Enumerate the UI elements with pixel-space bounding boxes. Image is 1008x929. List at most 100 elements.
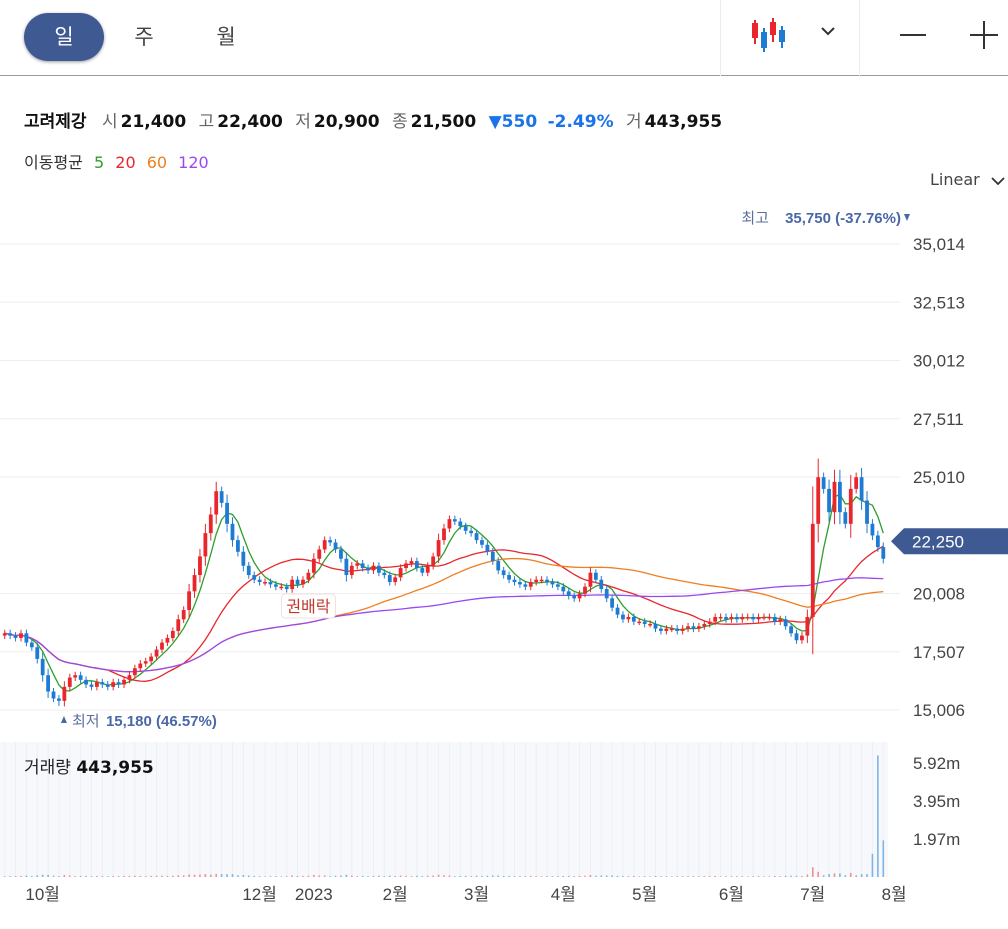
candle-body xyxy=(626,616,631,620)
volume-bar xyxy=(90,876,93,877)
candle-body xyxy=(311,558,316,573)
period-tab-week[interactable]: 주 xyxy=(134,25,154,49)
volume-bar xyxy=(877,755,879,877)
volume-bar xyxy=(882,840,885,877)
volume-bar xyxy=(649,876,651,877)
volume-bar xyxy=(20,875,22,877)
y-axis: 35,014 32,513 30,012 27,511 25,010 20,008 17,5… xyxy=(891,235,1008,849)
volume-bar xyxy=(605,875,608,877)
volume-bar xyxy=(828,874,830,877)
candle-body xyxy=(328,540,333,543)
volume-bar xyxy=(36,875,39,877)
period-tab-day[interactable]: 일 xyxy=(24,13,104,61)
y-tick-label: 32,513 xyxy=(913,293,965,312)
ma-120-label[interactable]: 120 xyxy=(178,153,209,172)
volume-bar xyxy=(698,876,700,877)
volume-tick-label: 3.95m xyxy=(913,792,960,811)
stock-name: 고려제강 xyxy=(24,112,87,132)
volume-panel-label: 거래량 443,955 xyxy=(24,753,154,778)
zoom-out-button[interactable] xyxy=(890,14,936,60)
candle-body xyxy=(870,523,875,536)
volume-bar xyxy=(844,875,847,877)
volume-bar xyxy=(611,875,613,877)
candle-body xyxy=(848,488,853,524)
candle-body xyxy=(843,512,848,524)
volume-bar xyxy=(85,875,87,877)
candle-body xyxy=(398,568,403,578)
volume-bar xyxy=(708,876,711,877)
candle-body xyxy=(301,579,305,585)
volume-bar xyxy=(426,875,429,877)
volume-bar xyxy=(703,876,706,877)
y-tick-label: 20,008 xyxy=(913,585,965,604)
candle-body xyxy=(555,584,560,587)
volume-bar xyxy=(79,875,82,877)
candle-body xyxy=(19,633,23,638)
change-percent: -2.49% xyxy=(547,112,614,132)
volume-bar xyxy=(849,872,852,877)
volume-bar xyxy=(280,876,283,877)
volume-bar xyxy=(47,874,49,877)
candle-body xyxy=(284,586,289,590)
volume-bar xyxy=(188,874,190,877)
candle-body xyxy=(333,542,338,550)
candle-body xyxy=(696,626,701,629)
candle-body xyxy=(393,577,398,583)
candle-body xyxy=(680,628,685,631)
chevron-down-icon xyxy=(821,27,835,36)
chart-type-dropdown[interactable] xyxy=(812,14,846,60)
candle-body xyxy=(583,586,587,594)
volume-bar xyxy=(719,876,722,877)
volume-bar xyxy=(258,876,261,877)
volume-bar xyxy=(459,875,462,877)
volume-bar xyxy=(416,875,418,877)
volume-bar xyxy=(567,875,570,877)
volume-label: 거 xyxy=(626,112,642,132)
period-tab-month[interactable]: 월 xyxy=(216,25,236,49)
ma-20-label[interactable]: 20 xyxy=(115,153,136,172)
ma-5-label[interactable]: 5 xyxy=(93,153,105,172)
candle-body xyxy=(561,586,566,592)
scale-selector[interactable]: Linear xyxy=(930,170,1007,189)
chart-type-button[interactable] xyxy=(740,14,800,60)
x-tick-label: 6월 xyxy=(719,885,744,904)
open-label: 시 xyxy=(101,112,118,132)
volume-bar xyxy=(540,876,543,877)
candle-body xyxy=(523,584,528,587)
candle-body xyxy=(40,658,45,676)
candle-body xyxy=(154,649,159,657)
candle-body xyxy=(501,570,506,576)
candle-body xyxy=(257,579,262,583)
volume-bar xyxy=(784,875,787,877)
volume-bar xyxy=(307,875,310,877)
candle-body xyxy=(100,682,105,685)
candle-body xyxy=(859,477,864,501)
candle-body xyxy=(230,523,235,541)
candle-body xyxy=(420,568,425,573)
volume-bar xyxy=(763,876,765,877)
candle-body xyxy=(116,682,121,685)
ma-60-label[interactable]: 60 xyxy=(146,153,168,172)
candle-body xyxy=(409,561,414,564)
candle-body xyxy=(675,628,680,631)
volume-bar xyxy=(578,875,581,877)
candle-body xyxy=(615,607,620,615)
volume-bar xyxy=(546,876,548,877)
candle-body xyxy=(414,561,419,569)
event-annotation-label: 권배락 xyxy=(286,598,330,616)
candle-body xyxy=(669,628,674,631)
volume-bar xyxy=(9,876,11,877)
volume-bar xyxy=(204,874,207,877)
candle-body xyxy=(95,682,99,687)
volume-bar xyxy=(68,875,71,877)
candle-body xyxy=(783,619,788,627)
volume-bar xyxy=(128,875,131,877)
zoom-in-button[interactable] xyxy=(958,14,1004,60)
volume-bar xyxy=(860,874,863,877)
down-triangle-icon: ▼ xyxy=(488,112,502,132)
volume-tick-label: 5.92m xyxy=(913,754,960,773)
candle-body xyxy=(447,519,452,529)
candle-body xyxy=(246,565,251,576)
candle-body xyxy=(566,591,571,597)
candle-body xyxy=(653,623,658,629)
